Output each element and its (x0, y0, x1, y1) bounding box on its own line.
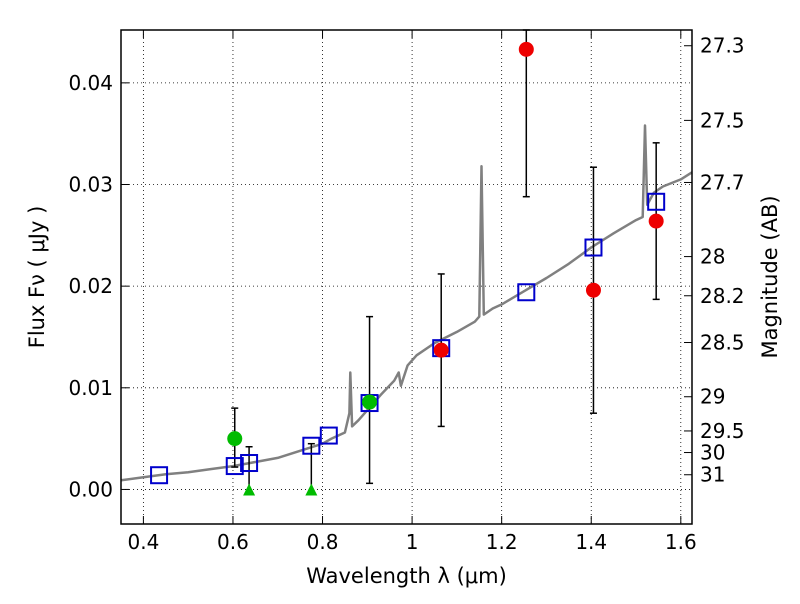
model-band-square (319, 426, 338, 445)
y-tick-label: 0.01 (68, 376, 113, 400)
y-axis-label: Flux Fν ( μJy ) (25, 206, 49, 349)
observed-point (518, 41, 534, 57)
model-band-square (240, 454, 259, 473)
observed-point (433, 342, 449, 358)
observed-point (585, 282, 601, 298)
model-band-square (584, 238, 603, 257)
plot-frame (120, 29, 693, 525)
right-tick-label: 27.7 (700, 170, 745, 194)
x-axis-ticks: 0.4 0.6 0.8 1 1.2 1.4 1.6 (127, 30, 697, 554)
right-tick-label: 29.5 (700, 419, 745, 443)
y-axis-ticks: 0.00 0.01 0.02 0.03 0.04 (68, 71, 129, 501)
x-tick-label: 1 (406, 530, 419, 554)
right-tick-label: 29 (700, 385, 725, 409)
model-spectrum-line (120, 124, 693, 482)
model-band-square (225, 457, 244, 476)
x-axis-label: Wavelength λ (μm) (306, 564, 507, 588)
observed-point (227, 431, 243, 447)
upper-limit-triangle (243, 483, 256, 496)
model-band-square (517, 283, 536, 302)
y-tick-label: 0.03 (68, 173, 113, 197)
x-tick-label: 1.2 (486, 530, 518, 554)
upper-limit-triangle (305, 483, 318, 496)
error-bars-layer (231, 29, 660, 490)
y-tick-label: 0.02 (68, 274, 113, 298)
right-tick-label: 30 (700, 441, 725, 465)
markers-layer (150, 41, 666, 496)
right-tick-label: 27.3 (700, 34, 745, 58)
grid-lines (121, 30, 692, 524)
right-tick-label: 28 (700, 245, 725, 269)
y-tick-label: 0.00 (68, 477, 113, 501)
right-tick-label: 28.5 (700, 331, 745, 355)
model-band-square (647, 192, 666, 211)
observed-point (648, 213, 664, 229)
x-tick-label: 0.6 (217, 530, 249, 554)
model-band-square (150, 466, 169, 485)
y-tick-label: 0.04 (68, 71, 113, 95)
right-tick-label: 31 (700, 463, 725, 487)
x-tick-label: 0.8 (307, 530, 339, 554)
right-tick-label: 28.2 (700, 284, 745, 308)
model-band-square (302, 436, 321, 455)
x-tick-label: 0.4 (127, 530, 159, 554)
x-tick-label: 1.6 (665, 530, 697, 554)
right-tick-label: 27.5 (700, 108, 745, 132)
model-spectrum-layer (120, 124, 693, 482)
observed-point (362, 394, 378, 410)
x-tick-label: 1.4 (575, 530, 607, 554)
right-axis-label: Magnitude (AB) (758, 195, 782, 358)
